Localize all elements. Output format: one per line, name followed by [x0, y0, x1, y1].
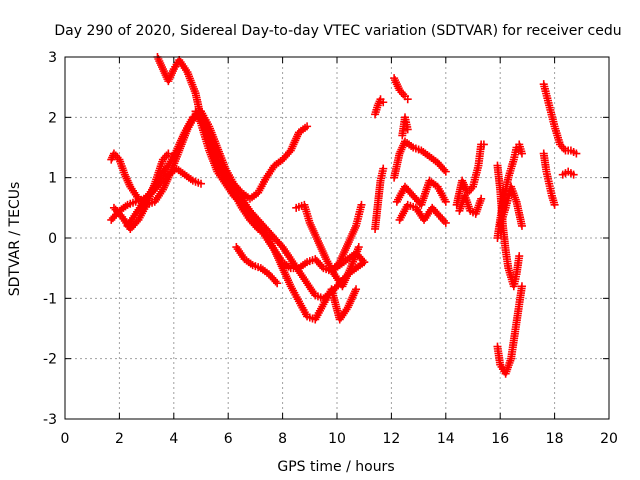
x-tick-label: 6: [224, 431, 233, 447]
data-point: [517, 149, 526, 158]
data-point: [352, 285, 361, 294]
data-point: [403, 95, 412, 104]
y-axis-label: SDTVAR / TECUs: [7, 182, 23, 297]
x-tick-label: 14: [437, 431, 455, 447]
y-tick-label: -1: [43, 291, 57, 307]
plot-border: [64, 56, 610, 420]
data-point: [354, 243, 363, 252]
y-tick-label: 1: [48, 171, 57, 187]
data-point: [515, 252, 524, 261]
y-tick-label: -3: [43, 412, 57, 428]
data-point: [569, 170, 578, 179]
x-tick-label: 20: [600, 431, 618, 447]
data-point: [317, 262, 326, 271]
y-tick-label: 2: [48, 110, 57, 126]
data-points: [107, 53, 581, 378]
x-tick-label: 10: [328, 431, 346, 447]
x-tick-label: 2: [115, 431, 124, 447]
data-point: [441, 197, 450, 206]
data-point: [440, 165, 449, 174]
plot-frame: [64, 56, 610, 420]
y-tick-label: 3: [48, 50, 57, 66]
data-point: [550, 200, 559, 209]
data-point: [271, 277, 280, 286]
x-tick-label: 4: [169, 431, 178, 447]
data-point: [379, 164, 388, 173]
y-tick-label: 0: [48, 231, 57, 247]
x-tick-label: 18: [546, 431, 564, 447]
grid: [65, 57, 609, 419]
data-point: [360, 258, 369, 267]
x-tick-label: 12: [382, 431, 400, 447]
data-point: [164, 149, 173, 158]
data-point: [379, 98, 388, 107]
chart-title: Day 290 of 2020, Sidereal Day-to-day VTE…: [54, 23, 621, 39]
data-point: [197, 179, 205, 188]
data-point: [303, 122, 312, 131]
data-point: [441, 218, 450, 227]
x-tick-label: 16: [491, 431, 509, 447]
data-point: [403, 125, 412, 134]
data-point: [273, 279, 282, 288]
data-point: [357, 200, 366, 209]
data-point: [572, 149, 581, 158]
data-point: [479, 140, 488, 149]
y-tick-label: -2: [43, 352, 57, 368]
x-tick-label: 8: [278, 431, 287, 447]
data-point: [517, 221, 526, 230]
data-point: [477, 194, 486, 203]
x-tick-label: 0: [61, 431, 70, 447]
data-point: [441, 167, 450, 176]
data-point: [517, 282, 526, 291]
x-axis-label: GPS time / hours: [277, 459, 394, 475]
